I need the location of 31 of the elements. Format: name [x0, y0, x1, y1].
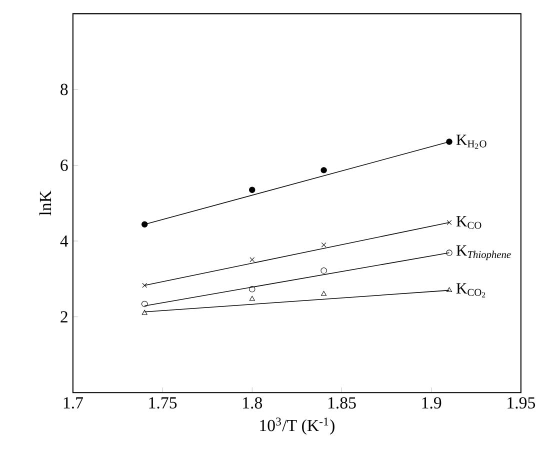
series-label: $\mathrm{K}_{\mathit{Thiophene}}$	[456, 245, 511, 260]
point	[141, 221, 148, 228]
point	[321, 242, 326, 248]
series-label: $\mathrm{K}_{\mathrm{CO_2}}$	[456, 283, 486, 298]
point	[446, 250, 452, 256]
point	[250, 257, 255, 262]
point	[142, 282, 148, 288]
point	[249, 296, 255, 301]
y-tick-label: 2	[60, 311, 68, 322]
series-label: $\mathrm{K}_{\mathrm{CO}}$	[456, 216, 482, 229]
y-axis-title: lnK	[39, 190, 52, 216]
x-tick-label: 1.85	[328, 397, 356, 409]
series-label: $\mathrm{K}_{\mathrm{H_2O}}$	[456, 134, 486, 149]
point	[321, 290, 327, 296]
y-tick-label: 8	[60, 84, 68, 96]
point	[446, 138, 452, 145]
y-tick-label: 4	[60, 235, 68, 246]
x-tick-label: 1.95	[508, 397, 536, 408]
point	[446, 287, 452, 292]
x-tick-label: 1.8	[243, 397, 262, 409]
point	[320, 166, 327, 174]
point	[320, 267, 327, 274]
x-tick-label: 1.9	[422, 397, 442, 408]
x-tick-label: 1.75	[149, 397, 177, 408]
point	[249, 286, 256, 292]
point	[249, 186, 256, 193]
point	[141, 300, 148, 307]
x-tick-label: 1.7	[64, 397, 83, 408]
point	[446, 220, 452, 225]
x-axis-title: 10$^{3}$/T (K$^{-1}$)	[260, 417, 334, 434]
y-tick-label: 6	[60, 159, 68, 171]
